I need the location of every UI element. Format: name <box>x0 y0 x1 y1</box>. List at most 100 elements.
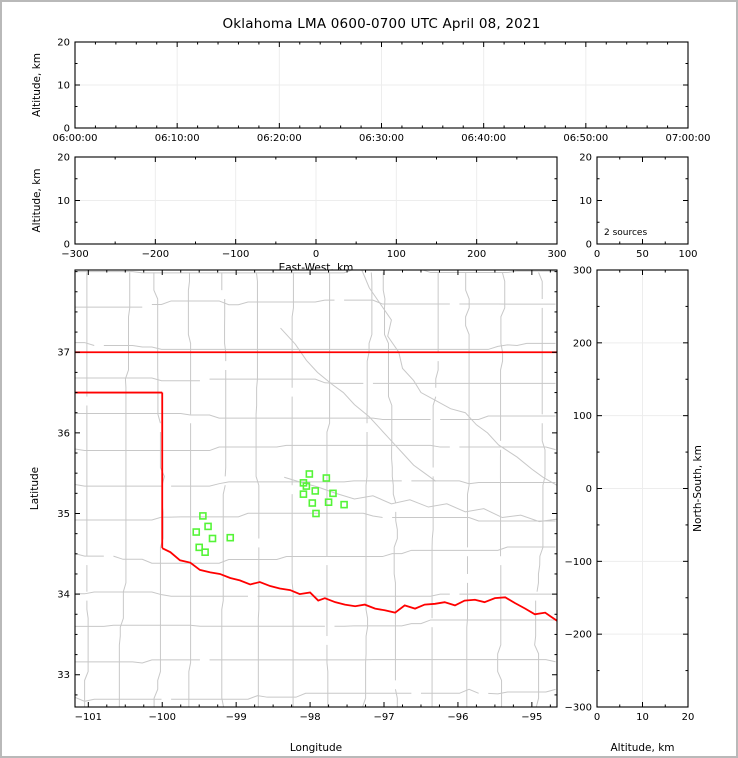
x-tick-label: −95 <box>521 712 542 723</box>
source-count-annotation: 2 sources <box>604 228 647 238</box>
x-tick-label: −97 <box>373 712 394 723</box>
county-line <box>465 272 470 548</box>
county-line <box>84 600 89 707</box>
county-line <box>488 688 556 695</box>
x-tick-label: 0 <box>313 249 319 260</box>
lma-source-point <box>201 548 209 556</box>
county-line <box>255 272 260 539</box>
y-tick-label: 100 <box>573 411 592 422</box>
river-line <box>361 270 557 486</box>
y-tick-label: 20 <box>579 153 592 164</box>
county-line <box>432 396 437 468</box>
x-tick-label: 07:00:00 <box>666 133 711 144</box>
panel-alt_vs_time: 06:00:00 06:10:00 06:20:00 06:30:00 06:40:00… <box>31 38 710 145</box>
county-line <box>75 377 200 382</box>
county-line <box>151 299 335 306</box>
x-tick-label: 100 <box>678 249 697 260</box>
county-line <box>334 619 556 627</box>
lma-source-point <box>322 474 331 482</box>
y-tick-label: 200 <box>573 338 592 349</box>
axes-spine <box>74 41 689 129</box>
y-tick-label: 0 <box>586 484 592 495</box>
x-tick-label: −100 <box>148 712 175 723</box>
county-line <box>187 272 192 415</box>
lma-source-point <box>192 528 201 536</box>
x-tick-label: −100 <box>222 249 249 260</box>
x-tick-label: 300 <box>547 249 566 260</box>
county-line <box>420 688 479 694</box>
county-line <box>153 432 165 707</box>
y-tick-label: 300 <box>573 266 592 277</box>
lma-source-point <box>329 489 337 498</box>
county-line <box>118 272 131 707</box>
x-tick-label: −101 <box>75 712 102 723</box>
county-line <box>75 591 248 597</box>
y-tick-label: 10 <box>57 196 70 207</box>
y-tick-label: −100 <box>565 557 592 568</box>
y-axis-label-alt_vs_time: Altitude, km <box>31 53 43 117</box>
axes-spine <box>74 156 558 245</box>
y-tick-label: 35 <box>57 509 70 520</box>
axes-spine <box>596 269 689 708</box>
lma-source-point <box>324 498 333 507</box>
panel-alt_histogram: 0 50 100 0 10 20 2 sources <box>579 153 697 261</box>
x-tick-label: −99 <box>226 712 247 723</box>
county-line <box>171 692 412 700</box>
x-tick-label: 20 <box>682 712 695 723</box>
x-tick-label: −96 <box>447 712 468 723</box>
county-line <box>209 378 364 384</box>
x-tick-label: 06:40:00 <box>461 133 506 144</box>
county-line <box>75 512 383 521</box>
x-tick-label: 06:50:00 <box>563 133 608 144</box>
county-line <box>326 644 329 707</box>
y-tick-label: 33 <box>57 670 70 681</box>
map-layers <box>75 270 557 707</box>
lma-source-point <box>199 512 207 520</box>
y-axis-label-plan_view: Latitude <box>29 467 41 510</box>
y-tick-label: 20 <box>57 153 70 164</box>
county-line <box>326 272 331 557</box>
county-line <box>291 494 294 707</box>
x-tick-label: −300 <box>61 249 88 260</box>
lma-source-point <box>299 490 308 498</box>
county-line <box>440 415 556 420</box>
county-line <box>75 444 450 452</box>
county-line <box>344 299 450 305</box>
x-tick-label: 06:20:00 <box>257 133 302 144</box>
county-line <box>431 476 434 619</box>
county-line <box>224 369 227 477</box>
county-line <box>75 696 162 702</box>
county-line <box>291 272 294 388</box>
county-line <box>113 546 556 564</box>
county-line <box>75 342 95 346</box>
axes-spine <box>74 269 558 708</box>
y-tick-label: 0 <box>64 124 70 135</box>
figure-title: Oklahoma LMA 0600-0700 UTC April 08, 202… <box>222 16 541 32</box>
county-line <box>75 413 431 420</box>
x-tick-label: 100 <box>387 249 406 260</box>
county-line <box>394 689 398 707</box>
river-line <box>280 327 437 482</box>
y-tick-label: 0 <box>586 240 592 251</box>
county-line <box>538 272 543 300</box>
county-line <box>171 480 402 487</box>
y-axis-label-alt_vs_ew: Altitude, km <box>31 168 43 232</box>
county-line <box>75 659 200 664</box>
county-line <box>257 593 450 597</box>
county-line <box>362 432 369 707</box>
x-tick-label: 200 <box>467 249 486 260</box>
state-border-line <box>161 547 557 622</box>
axes-spine <box>596 156 689 245</box>
lma-source-point <box>340 500 348 509</box>
lma-source-point <box>195 543 203 552</box>
county-line <box>209 659 556 663</box>
county-line <box>224 299 227 362</box>
y-tick-label: 20 <box>57 38 70 49</box>
panel-plan_view: −101 −100 −99 −98 −97 −96 −95 33 34 35 36 37 Longitu… <box>29 269 558 754</box>
lma-source-point <box>305 470 314 478</box>
lma-source-point <box>308 499 317 507</box>
county-line <box>534 600 540 707</box>
x-tick-label: −200 <box>142 249 169 260</box>
x-tick-label: −98 <box>300 712 321 723</box>
